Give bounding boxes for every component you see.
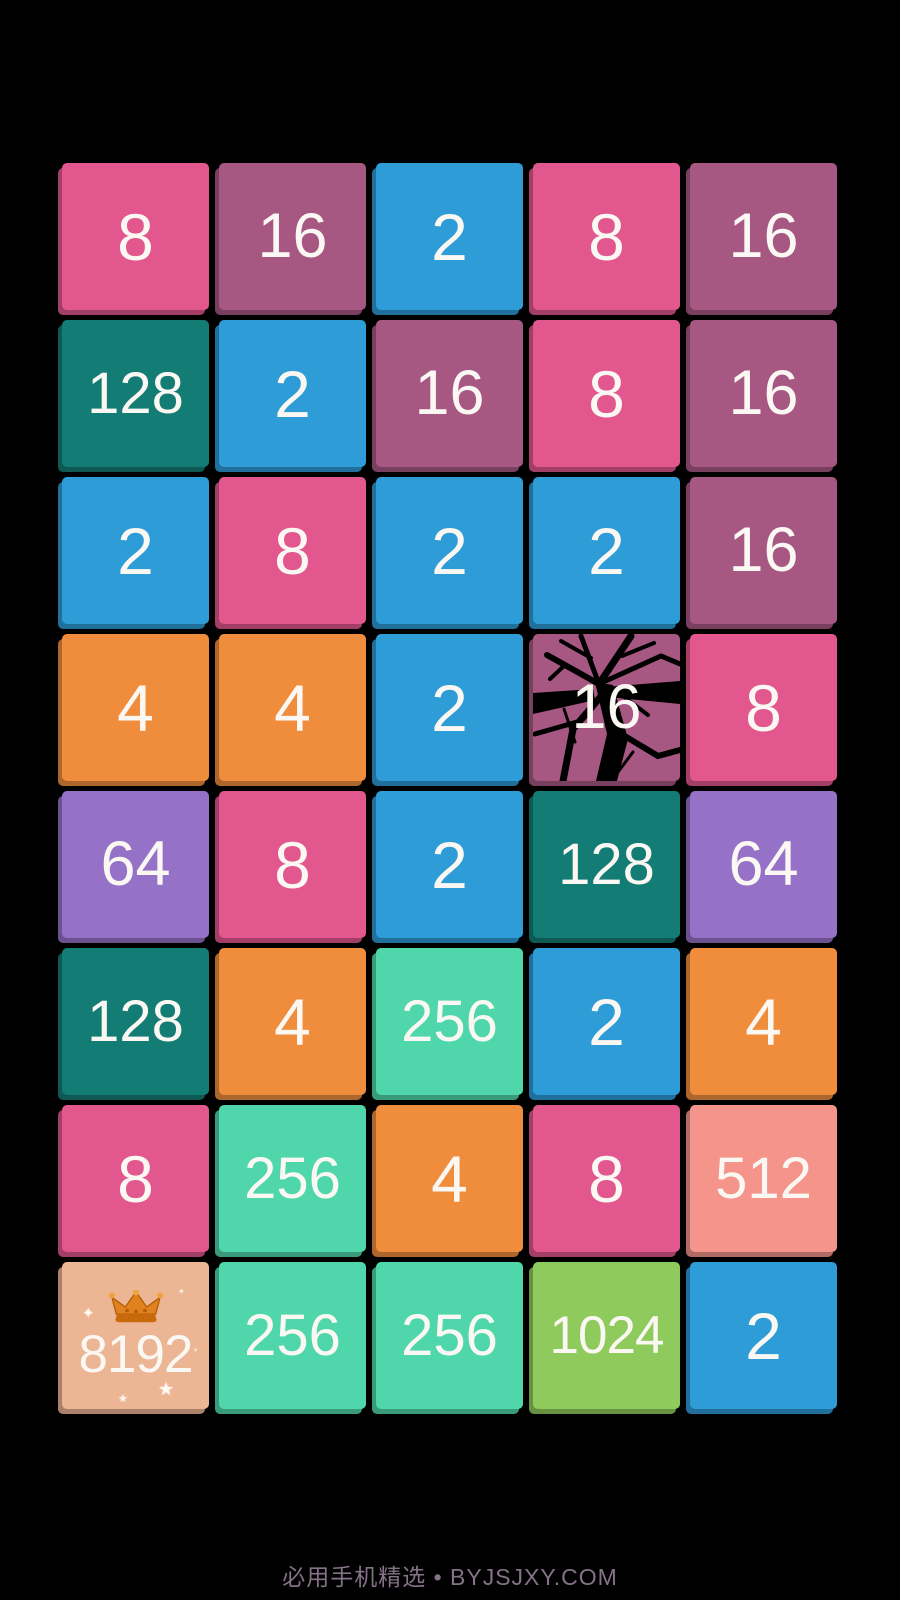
tile-value: 256: [401, 1302, 498, 1368]
star-icon: ✦: [82, 1305, 95, 1322]
tile-r5c4-value-128[interactable]: 128: [533, 791, 680, 938]
tile-r3c4-value-2[interactable]: 2: [533, 477, 680, 624]
tile-r5c2-value-8[interactable]: 8: [219, 791, 366, 938]
tile-value: 8: [588, 1141, 625, 1216]
tile-r6c2-value-4[interactable]: 4: [219, 948, 366, 1095]
tile-r2c4-value-8[interactable]: 8: [533, 320, 680, 467]
tile-r2c3-value-16[interactable]: 16: [376, 320, 523, 467]
tile-value: 16: [414, 358, 485, 428]
tile-value: 16: [728, 201, 799, 271]
tile-r1c2-value-16[interactable]: 16: [219, 163, 366, 310]
tile-value: 2: [274, 356, 311, 431]
tile-r4c3-value-2[interactable]: 2: [376, 634, 523, 781]
tile-value: 8: [745, 670, 782, 745]
tile-r7c4-value-8[interactable]: 8: [533, 1105, 680, 1252]
tile-value: 8: [274, 827, 311, 902]
tile-value: 2: [745, 1298, 782, 1373]
tile-value: 8: [588, 356, 625, 431]
tile-value: 64: [100, 829, 171, 899]
tile-value: 256: [401, 988, 498, 1054]
tile-r8c4-value-1024[interactable]: 1024: [533, 1262, 680, 1409]
tile-r8c1-value-8192[interactable]: ✦ ✦ ★ ★ ✦ 8192: [62, 1262, 209, 1409]
tile-value: 2: [431, 513, 468, 588]
tile-r7c2-value-256[interactable]: 256: [219, 1105, 366, 1252]
tile-value: 8192: [78, 1325, 194, 1384]
tile-r8c3-value-256[interactable]: 256: [376, 1262, 523, 1409]
tile-r7c5-value-512[interactable]: 512: [690, 1105, 837, 1252]
game-board[interactable]: 8 16 2 8 16 128 2 16 8 16 2 8 2 2 16 4 4 2 16 8 64 8 2 128 64 128…: [62, 163, 837, 1409]
tile-value: 128: [87, 360, 184, 426]
tile-value: 16: [728, 358, 799, 428]
tile-value: 4: [117, 670, 154, 745]
tile-r8c2-value-256[interactable]: 256: [219, 1262, 366, 1409]
star-icon: ★: [118, 1393, 128, 1405]
tile-r5c1-value-64[interactable]: 64: [62, 791, 209, 938]
tile-value: 4: [274, 670, 311, 745]
tile-value: 2: [588, 513, 625, 588]
tile-value: 2: [117, 513, 154, 588]
tile-r5c3-value-2[interactable]: 2: [376, 791, 523, 938]
tile-value: 128: [87, 988, 184, 1054]
cracked-glass-overlay: [533, 634, 680, 781]
watermark-text: 必用手机精选 • BYJSJXY.COM: [282, 1564, 618, 1590]
tile-value: 2: [431, 827, 468, 902]
tile-r1c3-value-2[interactable]: 2: [376, 163, 523, 310]
tile-value: 4: [431, 1141, 468, 1216]
tile-r6c3-value-256[interactable]: 256: [376, 948, 523, 1095]
tile-r2c2-value-2[interactable]: 2: [219, 320, 366, 467]
tile-value: 16: [728, 515, 799, 585]
tile-value: 1024: [549, 1306, 665, 1365]
tile-value: 16: [571, 672, 642, 742]
tile-value: 64: [728, 829, 799, 899]
tile-r8c5-value-2[interactable]: 2: [690, 1262, 837, 1409]
tile-r1c5-value-16[interactable]: 16: [690, 163, 837, 310]
tile-r3c5-value-16[interactable]: 16: [690, 477, 837, 624]
tile-r4c1-value-4[interactable]: 4: [62, 634, 209, 781]
tile-value: 16: [257, 201, 328, 271]
tile-value: 4: [274, 984, 311, 1059]
tile-value: 4: [745, 984, 782, 1059]
tile-r3c3-value-2[interactable]: 2: [376, 477, 523, 624]
tile-r3c2-value-8[interactable]: 8: [219, 477, 366, 624]
tile-value: 8: [588, 199, 625, 274]
tile-value: 8: [117, 199, 154, 274]
tile-r6c5-value-4[interactable]: 4: [690, 948, 837, 1095]
tile-r7c3-value-4[interactable]: 4: [376, 1105, 523, 1252]
tile-value: 256: [244, 1145, 341, 1211]
tile-value: 256: [244, 1302, 341, 1368]
tile-value: 2: [431, 199, 468, 274]
crown-icon: [108, 1290, 163, 1323]
tile-r2c1-value-128[interactable]: 128: [62, 320, 209, 467]
star-icon: ★: [158, 1379, 175, 1399]
tile-value: 2: [431, 670, 468, 745]
tile-r3c1-value-2[interactable]: 2: [62, 477, 209, 624]
tile-value: 8: [274, 513, 311, 588]
tile-r6c1-value-128[interactable]: 128: [62, 948, 209, 1095]
tile-r7c1-value-8[interactable]: 8: [62, 1105, 209, 1252]
star-icon: ✦: [178, 1287, 185, 1296]
tile-value: 2: [588, 984, 625, 1059]
tile-value: 128: [558, 831, 655, 897]
tile-r4c4-value-16[interactable]: 16: [533, 634, 680, 781]
tile-value: 8: [117, 1141, 154, 1216]
tile-r1c1-value-8[interactable]: 8: [62, 163, 209, 310]
tile-value: 512: [715, 1145, 812, 1211]
tile-r4c2-value-4[interactable]: 4: [219, 634, 366, 781]
tile-r1c4-value-8[interactable]: 8: [533, 163, 680, 310]
tile-r6c4-value-2[interactable]: 2: [533, 948, 680, 1095]
tile-r5c5-value-64[interactable]: 64: [690, 791, 837, 938]
star-icon: ✦: [193, 1348, 199, 1354]
tile-r2c5-value-16[interactable]: 16: [690, 320, 837, 467]
tile-r4c5-value-8[interactable]: 8: [690, 634, 837, 781]
